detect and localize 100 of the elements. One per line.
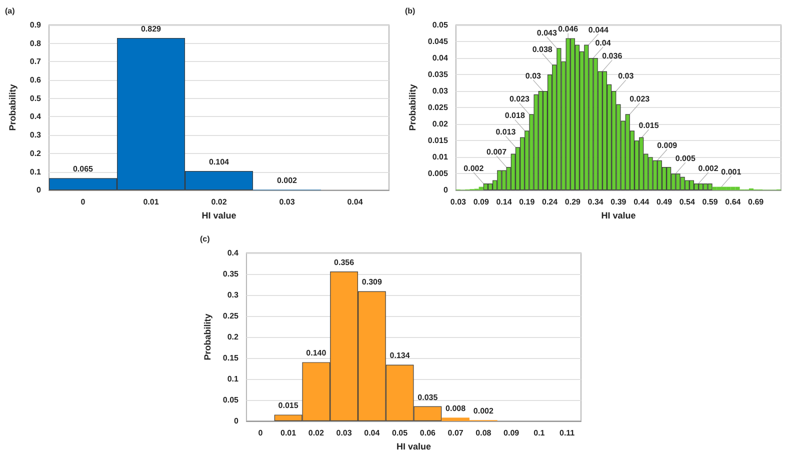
y-tick-label: 0.8 (30, 38, 42, 48)
x-tick-label: 0.01 (280, 428, 297, 438)
y-tick-label: 0.025 (428, 103, 448, 112)
y-tick-label: 0.4 (227, 248, 240, 258)
x-tick-label: 0.14 (496, 198, 512, 207)
y-tick-label: 0.005 (428, 169, 448, 178)
y-tick-label: 0 (443, 186, 448, 195)
x-tick-label: 0.64 (725, 198, 742, 207)
data-label: 0.005 (675, 154, 696, 164)
y-tick-label: 0.35 (222, 270, 240, 278)
data-label: 0.002 (473, 406, 494, 416)
y-tick-label: 0 (36, 186, 42, 195)
data-label: 0.002 (698, 164, 719, 173)
y-tick-label: 0.3 (30, 130, 42, 140)
data-label: 0.038 (532, 45, 553, 54)
data-label: 0.002 (464, 164, 484, 173)
x-tick-label: 0.44 (634, 198, 650, 207)
x-tick-label: 0.02 (308, 428, 324, 438)
y-axis-title: Probability (408, 84, 418, 131)
y-tick-label: 0.035 (428, 70, 448, 80)
x-axis-title: HI value (202, 210, 236, 220)
y-tick-label: 0.01 (432, 152, 448, 162)
data-label: 0.829 (140, 24, 162, 34)
y-tick-label: 0.045 (428, 37, 448, 46)
data-label: 0.065 (72, 164, 94, 174)
data-label: 0.009 (657, 140, 678, 150)
y-axis-title: Probability (202, 314, 212, 360)
data-label: 0.356 (334, 258, 355, 267)
y-tick-label: 0.6 (30, 76, 42, 85)
x-tick-label: 0.04 (364, 428, 380, 438)
x-axis-title: HI value (601, 210, 636, 220)
data-label: 0.044 (588, 25, 609, 34)
x-tick-label: 0.11 (559, 428, 576, 438)
chart-title: (c) (200, 234, 210, 244)
x-tick-label: 0.09 (473, 198, 490, 207)
y-tick-label: 0.25 (222, 312, 240, 320)
y-tick-label: 0.02 (432, 120, 448, 129)
data-label: 0.03 (525, 72, 542, 81)
x-tick-label: 0.03 (336, 428, 352, 438)
y-tick-label: 0.04 (432, 54, 448, 63)
data-label: 0.140 (306, 348, 327, 358)
x-tick-label: 0.1 (534, 428, 546, 438)
data-label: 0.023 (509, 94, 530, 104)
y-tick-label: 0.5 (30, 94, 42, 103)
y-tick-label: 0.3 (227, 290, 240, 300)
x-tick-label: 0.54 (679, 198, 696, 207)
data-label: 0.046 (558, 24, 579, 34)
x-axis-title: HI value (396, 441, 431, 452)
y-axis-title: Probability (8, 84, 18, 131)
y-tick-label: 0.9 (30, 20, 42, 30)
data-label: 0.04 (595, 38, 612, 48)
x-tick-label: 0 (258, 428, 264, 438)
chart-title: (a) (5, 6, 16, 16)
x-tick-label: 0.03 (279, 198, 296, 207)
data-label: 0.03 (618, 72, 634, 81)
data-label: 0.015 (638, 121, 660, 130)
x-tick-label: 0.09 (504, 428, 520, 438)
x-tick-label: 0 (80, 198, 86, 207)
y-tick-label: 0.1 (30, 167, 42, 176)
data-label: 0.035 (418, 392, 438, 402)
x-tick-label: 0.34 (588, 198, 604, 207)
x-tick-label: 0.49 (656, 198, 673, 207)
x-tick-label: 0.06 (420, 428, 436, 438)
y-tick-label: 0.15 (222, 354, 240, 362)
y-tick-label: 0.2 (30, 148, 42, 158)
data-label: 0.002 (276, 176, 298, 186)
data-label: 0.023 (630, 94, 650, 104)
x-tick-label: 0.29 (564, 198, 582, 207)
x-tick-label: 0.39 (610, 198, 627, 207)
data-label: 0.001 (721, 167, 742, 176)
x-tick-label: 0.05 (392, 428, 408, 438)
data-label: 0.309 (362, 278, 382, 287)
chart-title: (b) (405, 6, 416, 16)
y-tick-label: 0.1 (227, 374, 240, 384)
y-tick-label: 0.03 (432, 86, 448, 96)
y-tick-label: 0.7 (30, 57, 42, 66)
x-tick-label: 0.69 (748, 198, 764, 207)
data-label: 0.043 (536, 28, 558, 38)
x-tick-label: 0.19 (519, 198, 536, 207)
y-tick-label: 0 (234, 416, 240, 426)
x-tick-label: 0.59 (702, 198, 718, 207)
x-tick-label: 0.02 (211, 198, 228, 207)
data-label: 0.104 (208, 158, 230, 167)
x-tick-label: 0.03 (450, 198, 467, 207)
data-label: 0.008 (446, 404, 466, 414)
data-label: 0.015 (278, 401, 299, 410)
x-tick-label: 0.04 (347, 198, 364, 207)
y-tick-label: 0.015 (428, 136, 448, 146)
data-label: 0.013 (496, 128, 516, 137)
data-label: 0.007 (486, 147, 508, 156)
data-label: 0.018 (504, 111, 526, 120)
y-tick-label: 0.4 (30, 112, 42, 122)
x-tick-label: 0.01 (143, 198, 160, 207)
y-tick-label: 0.05 (432, 20, 448, 30)
data-label: 0.036 (602, 52, 623, 61)
data-label: 0.134 (390, 351, 410, 360)
x-tick-label: 0.24 (542, 198, 558, 207)
y-tick-label: 0.05 (222, 396, 240, 404)
x-tick-label: 0.07 (448, 428, 464, 438)
x-tick-label: 0.08 (476, 428, 492, 438)
